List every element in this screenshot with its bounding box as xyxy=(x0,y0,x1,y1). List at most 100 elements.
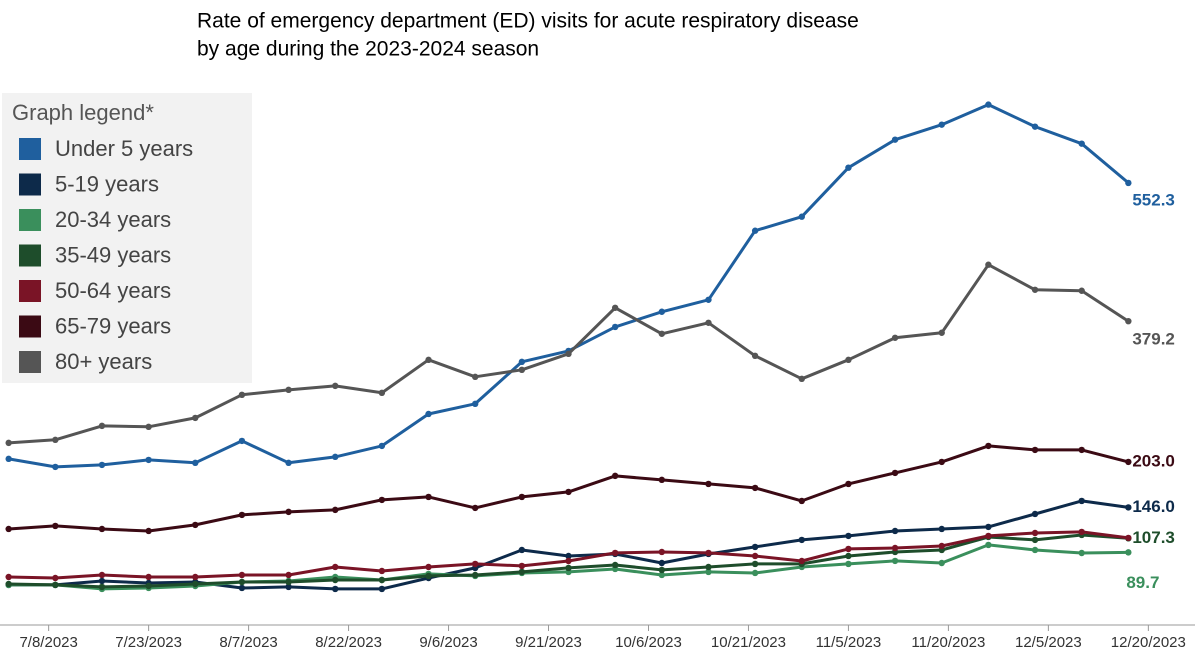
data-point xyxy=(425,356,432,364)
data-point xyxy=(425,410,432,418)
data-point xyxy=(145,456,152,464)
legend-label: 50-64 years xyxy=(55,278,171,303)
data-point xyxy=(285,571,292,579)
data-point xyxy=(285,578,292,586)
data-point xyxy=(52,463,59,471)
data-point xyxy=(798,213,805,220)
data-point xyxy=(145,423,152,431)
data-point xyxy=(98,525,106,533)
data-point xyxy=(518,568,526,576)
data-point xyxy=(52,574,59,582)
legend-label: 35-49 years xyxy=(55,242,171,267)
data-point xyxy=(332,563,339,571)
data-point xyxy=(565,488,572,496)
data-point xyxy=(518,546,526,554)
data-point xyxy=(845,164,852,171)
data-point xyxy=(658,571,666,579)
legend-swatch xyxy=(19,173,41,196)
end-label: 89.7 xyxy=(1126,573,1159,592)
data-point xyxy=(1125,317,1132,325)
x-tick-label: 8/22/2023 xyxy=(315,634,382,651)
data-point xyxy=(845,545,852,553)
end-label: 107.3 xyxy=(1132,528,1175,547)
legend-box xyxy=(2,93,252,383)
data-point xyxy=(378,389,386,397)
data-point xyxy=(1031,536,1039,544)
data-point xyxy=(98,583,106,591)
data-point xyxy=(705,563,712,571)
data-point xyxy=(658,308,666,315)
legend-swatch xyxy=(19,351,41,373)
legend-label: 5-19 years xyxy=(55,171,159,196)
end-label: 379.2 xyxy=(1132,330,1175,349)
end-label: 146.0 xyxy=(1132,497,1175,516)
x-tick-label: 11/20/2023 xyxy=(911,634,985,651)
legend-swatch xyxy=(19,209,41,231)
data-point xyxy=(285,459,292,467)
data-point xyxy=(1125,504,1132,511)
data-point xyxy=(891,469,899,477)
data-point xyxy=(798,497,805,505)
x-tick-label: 8/7/2023 xyxy=(219,634,277,651)
data-point xyxy=(751,569,759,577)
data-point xyxy=(985,523,992,531)
data-point xyxy=(751,227,759,234)
data-point xyxy=(565,557,572,565)
data-point xyxy=(1031,286,1039,293)
data-point xyxy=(938,525,945,533)
data-point xyxy=(332,453,339,461)
end-label: 552.3 xyxy=(1132,190,1175,209)
x-tick-label: 7/8/2023 xyxy=(19,634,77,651)
data-point xyxy=(192,459,199,467)
data-point xyxy=(52,522,59,530)
data-point xyxy=(192,573,199,581)
data-point xyxy=(845,480,852,488)
data-point xyxy=(938,121,945,128)
data-point xyxy=(611,323,619,331)
data-point xyxy=(285,583,292,591)
data-point xyxy=(891,136,899,143)
data-point xyxy=(472,560,479,568)
data-point xyxy=(891,527,899,535)
data-point xyxy=(751,484,759,492)
data-point xyxy=(285,508,292,516)
data-point xyxy=(5,580,12,588)
data-point xyxy=(611,304,619,311)
chart-title: Rate of emergency department (ED) visits… xyxy=(197,10,859,33)
data-point xyxy=(658,559,666,567)
data-point xyxy=(192,414,199,422)
data-point xyxy=(658,566,666,574)
data-point xyxy=(751,560,759,568)
data-point xyxy=(938,329,945,336)
data-point xyxy=(845,532,852,540)
data-point xyxy=(472,504,479,512)
data-point xyxy=(518,562,526,570)
data-point xyxy=(1125,549,1132,556)
legend-label: 80+ years xyxy=(55,349,152,374)
data-point xyxy=(845,552,852,560)
data-point xyxy=(192,521,199,529)
data-point xyxy=(565,552,572,560)
data-point xyxy=(472,373,479,381)
data-point xyxy=(565,350,572,358)
data-point xyxy=(425,572,432,580)
data-point xyxy=(845,356,852,364)
data-point xyxy=(985,261,992,268)
data-point xyxy=(518,493,526,501)
data-point xyxy=(891,544,899,552)
data-point xyxy=(378,496,386,504)
legend: Graph legend* Under 5 years 5-19 years 20-3… xyxy=(2,93,252,383)
data-point xyxy=(938,559,945,567)
data-point xyxy=(425,563,432,571)
legend-label: 20-34 years xyxy=(55,207,171,232)
data-point xyxy=(1031,546,1039,554)
legend-swatch xyxy=(19,244,41,267)
data-point xyxy=(705,568,712,576)
x-tick-label: 11/5/2023 xyxy=(816,634,882,651)
legend-label: Under 5 years xyxy=(55,136,193,161)
data-point xyxy=(98,461,106,469)
x-tick-label: 12/20/2023 xyxy=(1111,634,1186,651)
data-point xyxy=(332,576,339,584)
data-point xyxy=(145,582,152,590)
